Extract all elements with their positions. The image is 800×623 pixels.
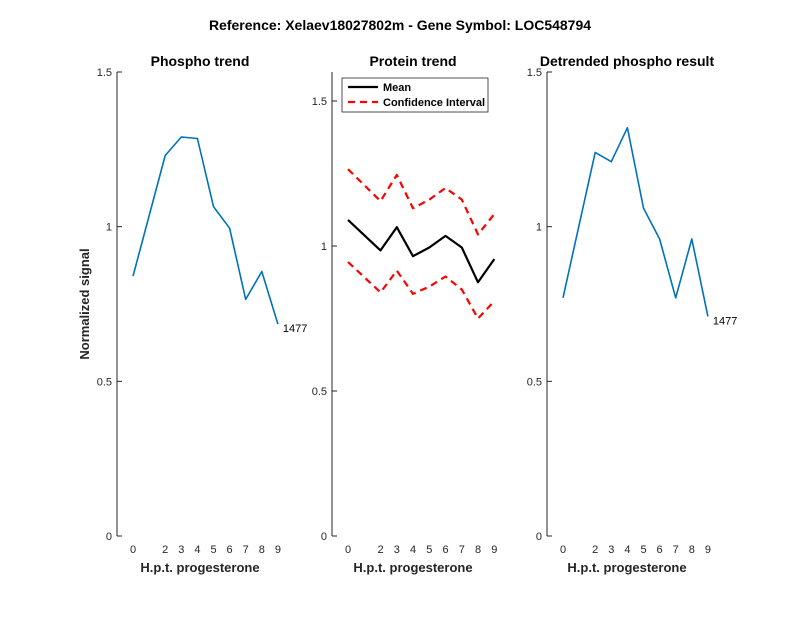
x-axis-label: H.p.t. progesterone bbox=[567, 560, 686, 575]
panel-title: Protein trend bbox=[369, 53, 456, 69]
panel-title: Phospho trend bbox=[151, 53, 250, 69]
series-group bbox=[562, 126, 709, 317]
x-tick-label: 2 bbox=[592, 544, 598, 556]
y-tick-label: 0 bbox=[106, 531, 112, 543]
x-axis-label: H.p.t. progesterone bbox=[140, 560, 259, 575]
x-tick-label: 3 bbox=[608, 544, 614, 556]
y-tick-label: 0 bbox=[321, 531, 327, 543]
x-tick-label: 4 bbox=[624, 544, 630, 556]
y-tick-label: 1 bbox=[106, 222, 112, 234]
ci-line bbox=[347, 261, 496, 320]
y-tick-label: 0.5 bbox=[97, 376, 112, 388]
legend: Mean Confidence Interval bbox=[341, 77, 489, 113]
y-ticks: 0 0.5 1 1.5 bbox=[312, 96, 337, 543]
x-tick-label: 4 bbox=[410, 544, 416, 556]
x-tick-label: 7 bbox=[243, 544, 249, 556]
y-tick-label: 1.5 bbox=[527, 67, 542, 79]
x-tick-label: 8 bbox=[475, 544, 481, 556]
y-tick-label: 1.5 bbox=[312, 96, 327, 108]
x-tick-label: 8 bbox=[689, 544, 695, 556]
y-tick-label: 1 bbox=[321, 241, 327, 253]
y-ticks: 0 0.5 1 1.5 bbox=[527, 67, 552, 543]
panel-title: Detrended phospho result bbox=[540, 53, 715, 69]
mean-line bbox=[347, 219, 496, 284]
x-tick-label: 8 bbox=[259, 544, 265, 556]
x-tick-label: 4 bbox=[194, 544, 200, 556]
x-tick-label: 9 bbox=[705, 544, 711, 556]
figure-title: Reference: Xelaev18027802m - Gene Symbol… bbox=[209, 17, 591, 33]
x-tick-label: 0 bbox=[130, 544, 136, 556]
x-tick-label: 0 bbox=[560, 544, 566, 556]
point-annotation: 1477 bbox=[283, 323, 307, 335]
series-group bbox=[347, 168, 496, 320]
x-tick-label: 9 bbox=[491, 544, 497, 556]
x-tick-label: 5 bbox=[210, 544, 216, 556]
x-tick-label: 7 bbox=[673, 544, 679, 556]
legend-box bbox=[341, 77, 489, 113]
series-group bbox=[132, 136, 279, 325]
x-tick-label: 3 bbox=[394, 544, 400, 556]
legend-label: Mean bbox=[383, 82, 411, 94]
x-tick-label: 5 bbox=[426, 544, 432, 556]
x-axis-label: H.p.t. progesterone bbox=[353, 560, 472, 575]
x-tick-label: 0 bbox=[345, 544, 351, 556]
x-tick-label: 6 bbox=[657, 544, 663, 556]
x-tick-label: 5 bbox=[640, 544, 646, 556]
series-line bbox=[132, 136, 279, 325]
y-tick-label: 0.5 bbox=[527, 376, 542, 388]
point-annotation: 1477 bbox=[713, 315, 737, 327]
x-tick-label: 6 bbox=[442, 544, 448, 556]
y-tick-label: 0 bbox=[536, 531, 542, 543]
series-line bbox=[562, 126, 709, 317]
x-tick-label: 6 bbox=[227, 544, 233, 556]
x-tick-label: 7 bbox=[459, 544, 465, 556]
x-tick-label: 9 bbox=[275, 544, 281, 556]
y-tick-label: 0.5 bbox=[312, 386, 327, 398]
x-tick-label: 3 bbox=[178, 544, 184, 556]
y-tick-label: 1.5 bbox=[97, 67, 112, 79]
x-tick-label: 2 bbox=[377, 544, 383, 556]
x-tick-label: 2 bbox=[162, 544, 168, 556]
y-tick-label: 1 bbox=[536, 222, 542, 234]
y-ticks: 0 0.5 1 1.5 bbox=[97, 67, 122, 543]
ci-line bbox=[347, 168, 496, 236]
legend-label: Confidence Interval bbox=[383, 97, 485, 109]
y-axis-label: Normalized signal bbox=[77, 248, 92, 359]
